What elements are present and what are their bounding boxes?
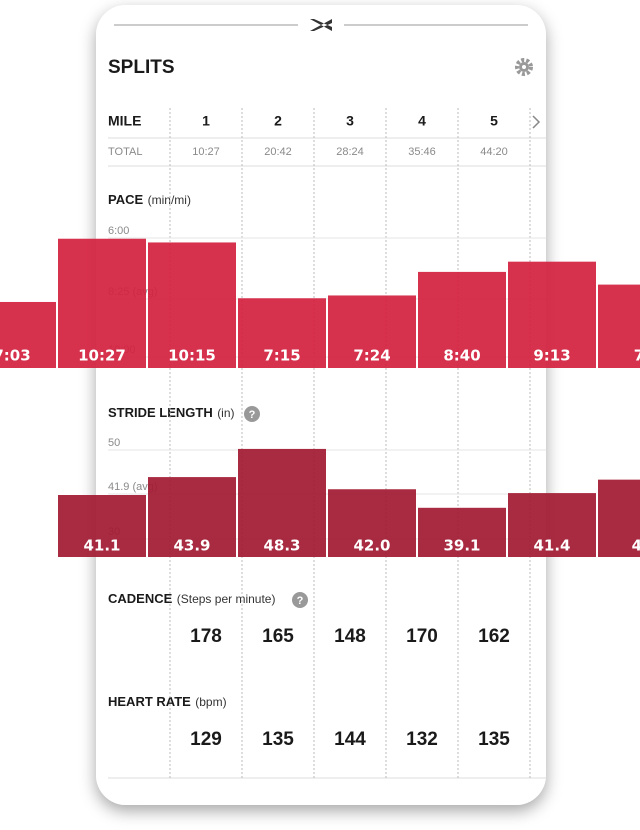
svg-text:?: ?	[297, 595, 304, 607]
pace-label: 7:24	[353, 347, 390, 365]
mile-total: 20:42	[264, 146, 292, 158]
heart-rate-value: 144	[334, 729, 366, 750]
stride-label: 39.1	[443, 537, 480, 555]
mile-total: 10:27	[192, 146, 220, 158]
pace-bar	[0, 301, 56, 368]
settings-icon[interactable]	[515, 58, 533, 76]
mile-total: 35:46	[408, 146, 436, 158]
pace-label: 10:15	[168, 347, 216, 365]
mile-number: 1	[202, 113, 210, 129]
stride-label: 41.1	[83, 537, 120, 555]
phone-card	[96, 5, 546, 805]
reference-label: 50	[108, 437, 120, 449]
reference-label: 41.9 (avg)	[108, 481, 158, 493]
stride-bar	[328, 489, 416, 557]
mile-total: 28:24	[336, 146, 364, 158]
mile-label: MILE	[108, 113, 141, 129]
stride-bar	[238, 448, 326, 557]
stride-label: 48.3	[263, 537, 300, 555]
cadence-value: 162	[478, 626, 510, 647]
pace-label: 8:40	[443, 347, 480, 365]
reference-label: 6:00	[108, 225, 129, 237]
stride-label: 43.9	[173, 537, 210, 555]
help-icon[interactable]: ?	[292, 592, 308, 608]
pace-title: PACE (min/mi)	[108, 192, 191, 209]
pace-bar	[238, 298, 326, 368]
pace-bar	[328, 295, 416, 368]
mile-number: 3	[346, 113, 354, 129]
pace-bar	[508, 261, 596, 368]
heart-rate-value: 132	[406, 729, 438, 750]
stride-label: 41.4	[533, 537, 570, 555]
cadence-value: 178	[190, 626, 222, 647]
pace-label: 7:15	[263, 347, 300, 365]
pace-label: 7:	[634, 347, 640, 365]
svg-text:?: ?	[249, 409, 256, 421]
pace-bar	[58, 238, 146, 368]
cadence-title: CADENCE (Steps per minute)	[108, 591, 275, 608]
total-label: TOTAL	[108, 146, 142, 158]
mile-number: 2	[274, 113, 282, 129]
heart-rate-title: HEART RATE (bpm)	[108, 694, 227, 711]
logo	[310, 19, 332, 31]
stride-label: 42.0	[353, 537, 390, 555]
pace-bar	[418, 271, 506, 368]
next-arrow[interactable]	[532, 115, 541, 129]
mile-total: 44:20	[480, 146, 508, 158]
pace-bar	[148, 242, 236, 368]
stride-bar	[598, 479, 640, 557]
heart-rate-value: 129	[190, 729, 222, 750]
help-icon[interactable]: ?	[244, 406, 260, 422]
pace-bar	[598, 284, 640, 368]
stride-title: STRIDE LENGTH (in)	[108, 405, 235, 422]
heart-rate-value: 135	[262, 729, 294, 750]
stride-label: 43	[632, 537, 640, 555]
cadence-value: 170	[406, 626, 438, 647]
pace-label: 7:03	[0, 347, 31, 365]
pace-label: 9:13	[533, 347, 570, 365]
cadence-value: 165	[262, 626, 294, 647]
mile-number: 5	[490, 113, 498, 129]
stride-bar	[508, 493, 596, 557]
stride-bar	[418, 507, 506, 557]
mile-number: 4	[418, 113, 426, 129]
title: SPLITS	[108, 57, 175, 78]
stride-bar	[148, 477, 236, 557]
stride-bar	[58, 495, 146, 557]
cadence-value: 148	[334, 626, 366, 647]
pace-label: 10:27	[78, 347, 126, 365]
heart-rate-value: 135	[478, 729, 510, 750]
